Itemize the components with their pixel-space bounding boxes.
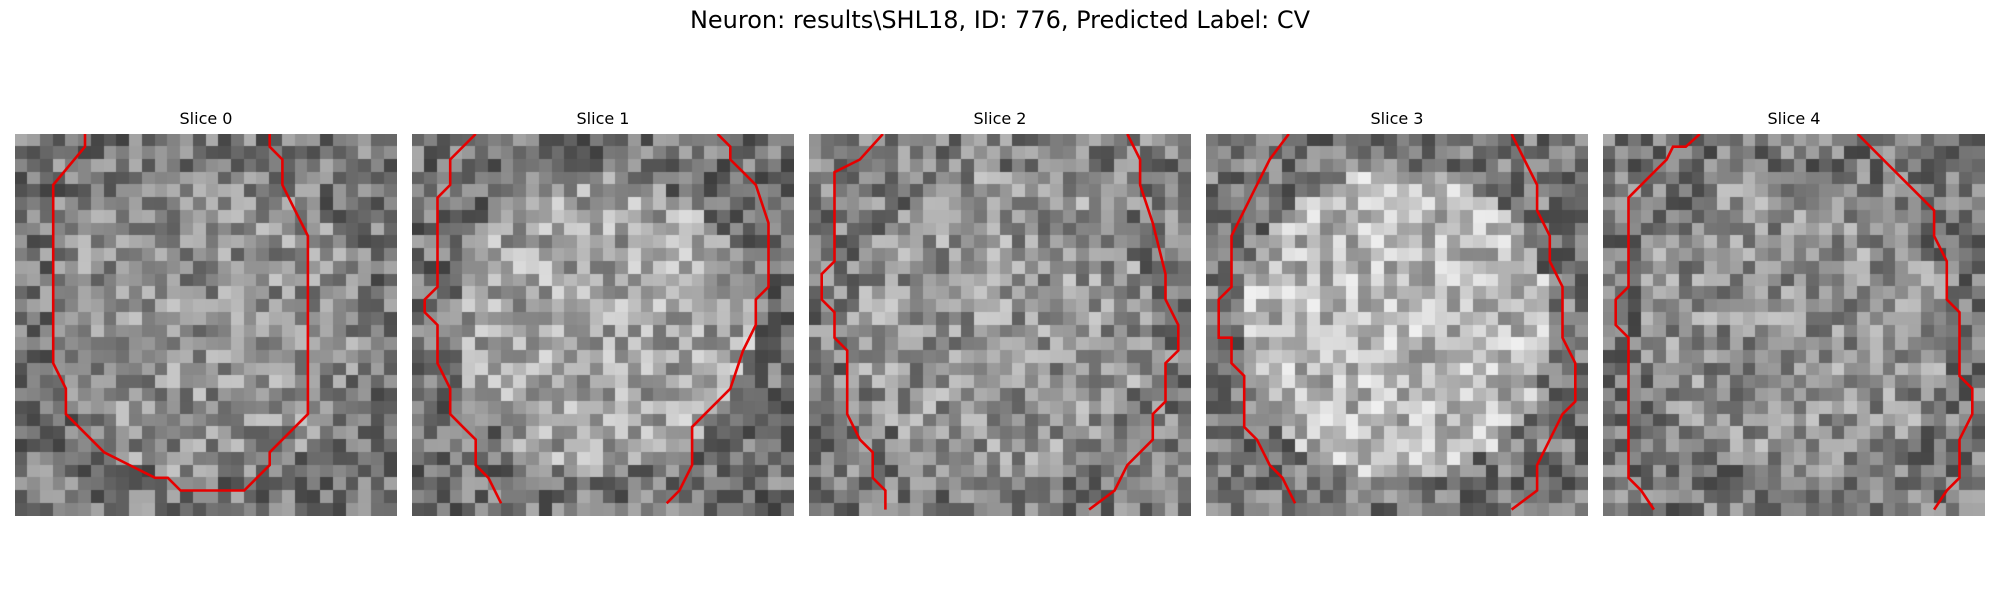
contour-overlay-2 xyxy=(809,134,1191,516)
figure-title: Neuron: results\SHL18, ID: 776, Predicte… xyxy=(0,6,2000,34)
cell-contour-line xyxy=(425,134,501,503)
cell-contour-line xyxy=(822,134,886,510)
slice-panel-0: Slice 0 xyxy=(15,108,397,132)
slice-title-1: Slice 1 xyxy=(412,108,794,132)
cell-contour-line xyxy=(667,134,769,503)
contour-overlay-1 xyxy=(412,134,794,516)
cell-contour-line xyxy=(1512,134,1576,510)
contour-overlay-3 xyxy=(1206,134,1588,516)
contour-overlay-0 xyxy=(15,134,397,516)
cell-contour-line xyxy=(1219,134,1295,503)
slice-panel-1: Slice 1 xyxy=(412,108,794,132)
slice-title-2: Slice 2 xyxy=(809,108,1191,132)
slice-panel-3: Slice 3 xyxy=(1206,108,1588,132)
cell-contour-line xyxy=(53,134,308,491)
slice-title-4: Slice 4 xyxy=(1603,108,1985,132)
cell-contour-line xyxy=(1858,134,1973,510)
slice-title-3: Slice 3 xyxy=(1206,108,1588,132)
cell-contour-line xyxy=(1616,134,1700,510)
cell-contour-line xyxy=(1089,134,1178,510)
slice-title-0: Slice 0 xyxy=(15,108,397,132)
slice-panel-4: Slice 4 xyxy=(1603,108,1985,132)
slice-panel-2: Slice 2 xyxy=(809,108,1191,132)
contour-overlay-4 xyxy=(1603,134,1985,516)
